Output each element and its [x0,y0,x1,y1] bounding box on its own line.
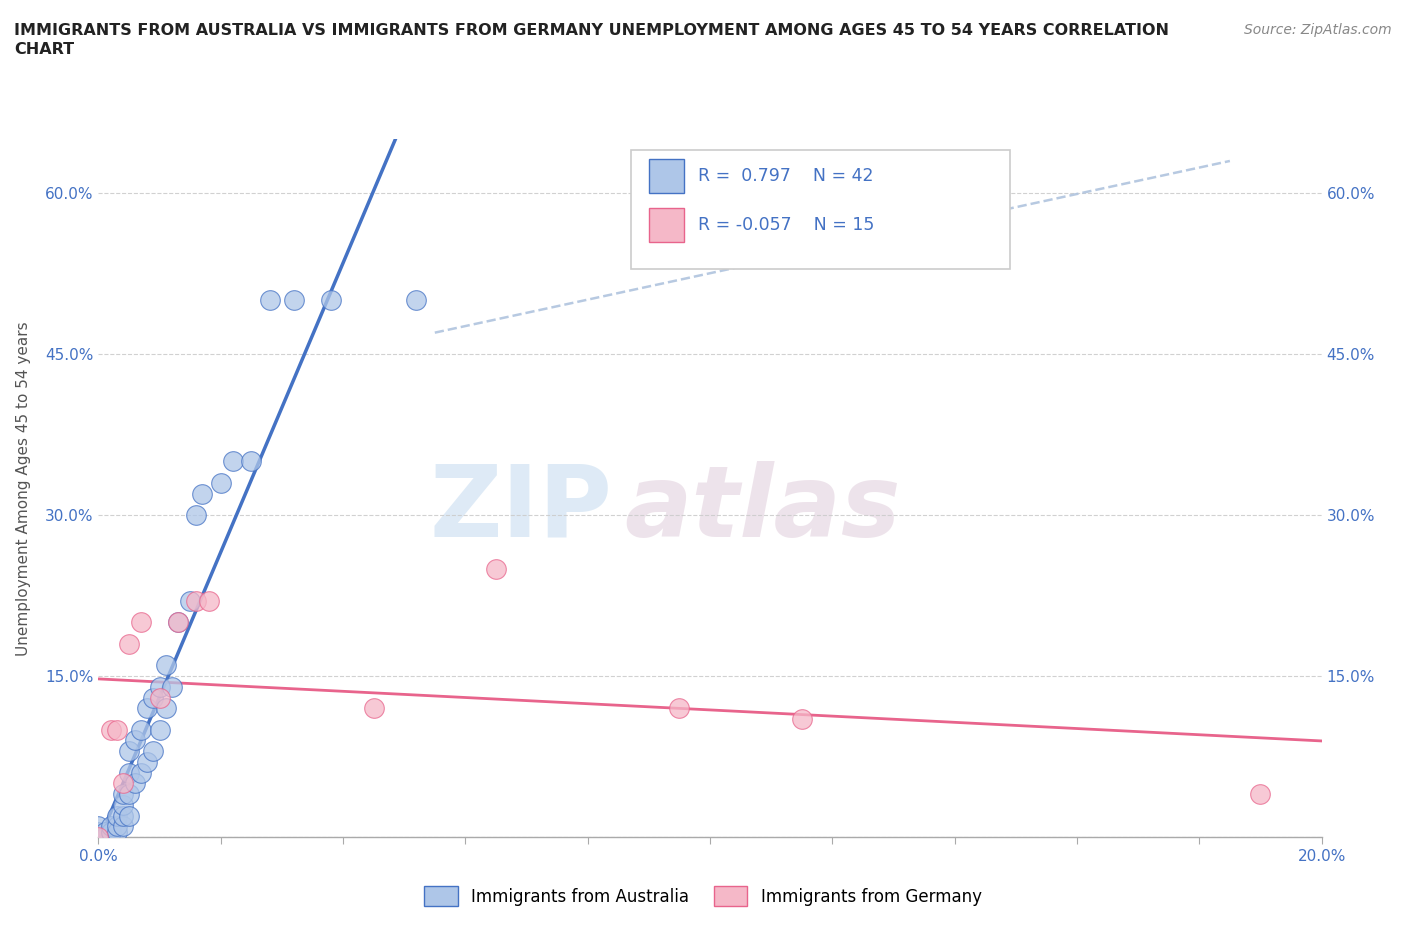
Point [790,711,813,726]
Point [136,754,159,769]
Point [87,818,110,833]
Point [118,744,141,759]
Point [118,808,141,823]
Legend: Immigrants from Australia, Immigrants from Germany: Immigrants from Australia, Immigrants fr… [418,880,988,912]
Point [111,797,134,812]
Point [100,824,122,839]
Point [405,293,427,308]
Text: ZIP: ZIP [429,460,612,558]
Point [240,454,263,469]
Point [105,723,128,737]
Point [105,808,128,823]
Text: IMMIGRANTS FROM AUSTRALIA VS IMMIGRANTS FROM GERMANY UNEMPLOYMENT AMONG AGES 45 : IMMIGRANTS FROM AUSTRALIA VS IMMIGRANTS … [14,23,1168,38]
Point [222,454,245,469]
Y-axis label: Unemployment Among Ages 45 to 54 years: Unemployment Among Ages 45 to 54 years [17,321,31,656]
Point [129,615,152,630]
Point [87,824,110,839]
Point [142,744,165,759]
Point [105,824,128,839]
Point [124,733,146,748]
Point [149,690,172,705]
Point [118,765,141,780]
Point [93,824,115,839]
Point [124,776,146,790]
Text: atlas: atlas [624,460,901,558]
Point [118,636,141,651]
Point [111,808,134,823]
Text: CHART: CHART [14,42,75,57]
Point [129,723,152,737]
Point [179,593,201,608]
Text: R = -0.057    N = 15: R = -0.057 N = 15 [697,216,875,233]
Point [129,765,152,780]
Point [87,830,110,844]
Point [105,818,128,833]
Point [93,830,115,844]
Point [319,293,342,308]
Point [186,593,208,608]
Point [100,818,122,833]
Point [363,701,385,716]
Point [155,658,177,672]
Point [259,293,281,308]
Text: Source: ZipAtlas.com: Source: ZipAtlas.com [1244,23,1392,37]
Point [191,486,214,501]
Point [668,701,690,716]
Point [100,723,122,737]
Point [111,776,134,790]
Point [283,293,305,308]
Point [155,701,177,716]
Point [87,830,110,844]
Point [118,787,141,802]
Point [111,787,134,802]
Point [111,818,134,833]
Point [142,690,165,705]
Point [167,615,190,630]
FancyBboxPatch shape [650,208,685,242]
Point [149,723,172,737]
Point [197,593,219,608]
Point [136,701,159,716]
Point [485,562,508,577]
Point [160,679,183,694]
Point [209,475,232,490]
Point [167,615,190,630]
FancyBboxPatch shape [630,150,1010,269]
Point [149,679,172,694]
FancyBboxPatch shape [650,159,685,193]
Text: R =  0.797    N = 42: R = 0.797 N = 42 [697,166,873,185]
Point [1249,787,1271,802]
Point [186,508,208,523]
